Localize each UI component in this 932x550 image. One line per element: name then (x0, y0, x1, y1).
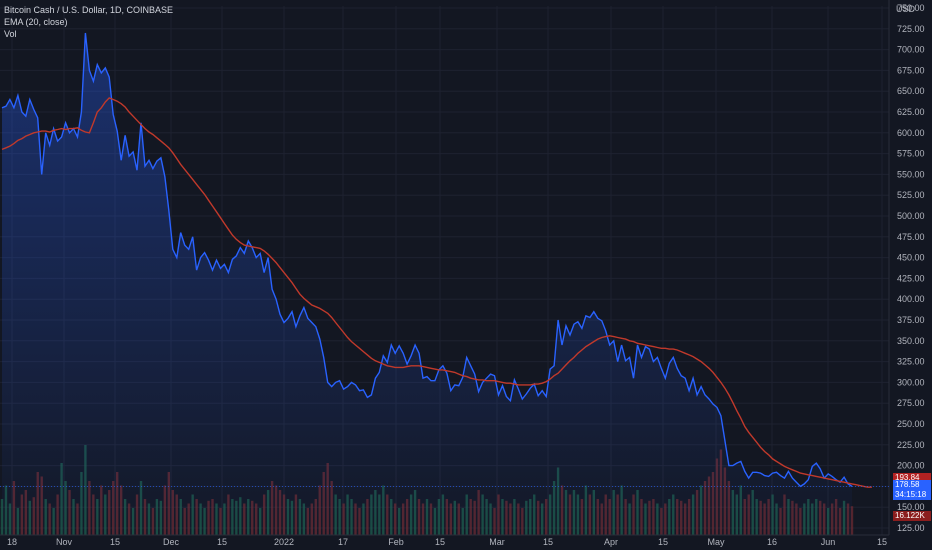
ema-indicator-label[interactable]: EMA (20, close) (4, 17, 68, 27)
x-tick-label: 15 (658, 537, 668, 547)
ema-value: 193.84 (895, 473, 920, 483)
volume-value-tag: 16.122K (893, 511, 931, 521)
y-tick-label: 675.00 (897, 65, 925, 75)
y-tick-label: 300.00 (897, 377, 925, 387)
y-tick-label: 450.00 (897, 253, 925, 263)
y-tick-label: 150.00 (897, 502, 925, 512)
y-tick-label: 625.00 (897, 107, 925, 117)
price-axis[interactable]: 750.00 725.00 700.00 675.00 650.00 625.00 600.… (897, 3, 925, 533)
volume-bar (0, 499, 4, 535)
y-tick-label: 500.00 (897, 211, 925, 221)
y-tick-label: 550.00 (897, 169, 925, 179)
y-tick-label: 225.00 (897, 440, 925, 450)
x-tick-label: 17 (338, 537, 348, 547)
x-tick-label: 16 (767, 537, 777, 547)
price-line (1, 32, 853, 488)
symbol-title[interactable]: Bitcoin Cash / U.S. Dollar, 1D, COINBASE (4, 5, 174, 15)
x-tick-label: Apr (604, 537, 618, 547)
volume-value: 16.122K (895, 511, 925, 520)
x-tick-label: Feb (388, 537, 404, 547)
y-tick-label: 700.00 (897, 45, 925, 55)
y-tick-label: 275.00 (897, 398, 925, 408)
bar-countdown: 34:15:18 (895, 490, 927, 500)
price-area-fill (2, 33, 852, 535)
y-tick-label: 475.00 (897, 232, 925, 242)
x-tick-label: Nov (56, 537, 73, 547)
x-tick-label: Jun (821, 537, 836, 547)
volume-indicator-label[interactable]: Vol (4, 29, 17, 39)
x-tick-label: May (707, 537, 725, 547)
y-tick-label: 375.00 (897, 315, 925, 325)
y-tick-label: 525.00 (897, 190, 925, 200)
chart-legend: Bitcoin Cash / U.S. Dollar, 1D, COINBASE… (4, 4, 173, 40)
x-tick-label: 15 (543, 537, 553, 547)
y-tick-label: 750.00 (897, 3, 925, 13)
y-tick-label: 650.00 (897, 86, 925, 96)
y-tick-label: 600.00 (897, 128, 925, 138)
y-tick-label: 325.00 (897, 357, 925, 367)
y-tick-label: 425.00 (897, 273, 925, 283)
x-tick-label: Dec (163, 537, 180, 547)
price-value-tag: 178.58 34:15:18 (893, 480, 931, 501)
y-tick-label: 200.00 (897, 461, 925, 471)
ema-value-tag: 193.84 (893, 473, 931, 484)
x-tick-label: 15 (877, 537, 887, 547)
y-tick-label: 250.00 (897, 419, 925, 429)
x-tick-label: 15 (110, 537, 120, 547)
y-tick-label: 400.00 (897, 294, 925, 304)
x-tick-label: 2022 (274, 537, 294, 547)
x-tick-label: 15 (435, 537, 445, 547)
y-tick-label: 575.00 (897, 149, 925, 159)
x-tick-label: Mar (489, 537, 505, 547)
time-axis[interactable]: 18 Nov 15 Dec 15 2022 17 Feb 15 Mar 15 Apr 15 May 16 Ju… (7, 537, 887, 547)
y-tick-label: 125.00 (897, 523, 925, 533)
currency-label: USD (896, 4, 916, 14)
y-tick-label: 350.00 (897, 336, 925, 346)
y-tick-label: 725.00 (897, 24, 925, 34)
price-value: 178.58 (895, 480, 920, 490)
ema-line (1, 97, 872, 488)
x-tick-label: 18 (7, 537, 17, 547)
x-tick-label: 15 (217, 537, 227, 547)
